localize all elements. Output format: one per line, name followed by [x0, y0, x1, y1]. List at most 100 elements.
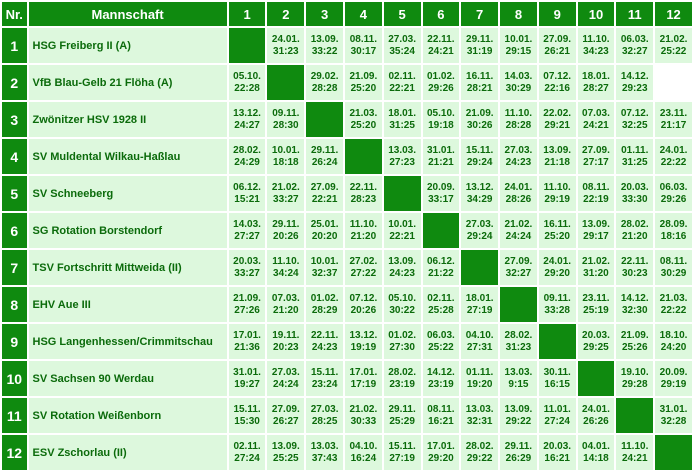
match-cell: 13.03. 9:15 — [500, 361, 537, 396]
match-date: 01.02. — [388, 329, 417, 341]
team-name: HSG Freiberg II (A) — [28, 28, 227, 63]
match-score: 26:26 — [583, 415, 609, 427]
match-date: 22.11. — [349, 181, 377, 193]
row-number: 4 — [2, 139, 27, 174]
match-score: 24:29 — [234, 156, 260, 168]
match-date: 21.03. — [659, 292, 688, 304]
match-score: 21:20 — [350, 230, 377, 242]
match-cell: 05.10. 22:28 — [228, 65, 266, 100]
match-cell: 01.11. 31:25 — [616, 139, 654, 174]
match-score: 24:21 — [583, 119, 609, 131]
match-score: 16:24 — [350, 452, 377, 464]
match-date: 13.09. — [310, 33, 339, 45]
table-row: 11 SV Rotation Weißenborn 15.11. 15:30 27.09… — [2, 398, 692, 433]
match-score: 15:21 — [234, 193, 260, 205]
match-cell: 07.03. 21:20 — [267, 287, 305, 322]
match-date: 04.10. — [349, 440, 378, 452]
match-date: 06.12. — [426, 255, 455, 267]
match-cell: 21.03. 25:20 — [344, 102, 382, 137]
match-score: 30:26 — [466, 119, 493, 131]
match-date: 29.11. — [272, 218, 300, 230]
match-cell: 21.02. 33:27 — [267, 176, 305, 211]
match-date: 11.10. — [504, 107, 533, 119]
match-cell: 21.09. 30:26 — [461, 102, 499, 137]
match-cell: 18.01. 31:25 — [383, 102, 421, 137]
match-cell: 10.01. 22:21 — [383, 213, 421, 248]
match-score: 34:24 — [273, 267, 299, 279]
match-date: 15.11. — [310, 366, 339, 378]
table-row: 4 SV Muldental Wilkau-Haßlau 28.02. 24:29 10… — [2, 139, 692, 174]
match-score: 33:28 — [544, 304, 570, 316]
match-cell: 04.01. 14:18 — [577, 435, 615, 470]
match-score: 16:15 — [544, 378, 570, 390]
match-cell: 20.09. 29:19 — [655, 361, 692, 396]
self-match-cell — [461, 250, 499, 285]
match-date: 13.03. — [310, 440, 339, 452]
match-cell: 24.01. 26:26 — [577, 398, 615, 433]
header-col-8: 8 — [500, 2, 537, 26]
team-name: SV Schneeberg — [28, 176, 227, 211]
match-cell: 27.03. 24:23 — [500, 139, 537, 174]
match-date: 28.02. — [620, 218, 649, 230]
match-date: 06.03. — [426, 329, 455, 341]
match-date: 11.01. — [543, 403, 571, 415]
match-date: 13.12. — [465, 181, 494, 193]
match-date: 13.09. — [582, 218, 610, 230]
match-cell: 05.10. 30:22 — [383, 287, 421, 322]
table-row: 2 VfB Blau-Gelb 21 Flöha (A) 05.10. 22:28 29… — [2, 65, 692, 100]
match-score: 23:19 — [389, 378, 415, 390]
match-score: 25:26 — [621, 341, 648, 353]
match-cell: 09.11. 33:28 — [538, 287, 576, 322]
match-score: 31:19 — [466, 45, 493, 57]
match-score: 20:26 — [350, 304, 377, 316]
match-date: 05.10. — [233, 70, 261, 82]
match-cell: 11.10. 21:20 — [344, 213, 382, 248]
match-cell: 06.03. 32:27 — [616, 28, 654, 63]
match-score: 33:27 — [234, 267, 260, 279]
match-date: 13.03. — [465, 403, 494, 415]
header-col-11: 11 — [616, 2, 654, 26]
match-score: 22:19 — [583, 193, 609, 205]
match-cell: 29.11. 26:24 — [306, 139, 343, 174]
match-score: 24:24 — [505, 230, 532, 242]
match-score: 19:27 — [234, 378, 260, 390]
match-cell: 13.09. 24:23 — [383, 250, 421, 285]
match-date: 28.02. — [233, 144, 261, 156]
match-date: 04.10. — [465, 329, 494, 341]
row-number: 2 — [2, 65, 27, 100]
row-number: 7 — [2, 250, 27, 285]
match-date: 18.01. — [388, 107, 417, 119]
match-cell: 27.03. 24:24 — [267, 361, 305, 396]
match-date: 10.01. — [504, 33, 533, 45]
match-score: 27:26 — [234, 304, 260, 316]
match-date: 08.11. — [427, 403, 455, 415]
match-cell: 27.09. 27:17 — [577, 139, 615, 174]
match-cell: 31.01. 19:27 — [228, 361, 266, 396]
match-score: 29:28 — [621, 378, 648, 390]
match-date: 22.02. — [543, 107, 572, 119]
row-number: 6 — [2, 213, 27, 248]
match-score: 31:25 — [621, 156, 648, 168]
match-cell: 13.03. 37:43 — [306, 435, 343, 470]
match-cell: 20.03. 16:21 — [538, 435, 576, 470]
match-score: 18:18 — [273, 156, 299, 168]
match-date: 21.02. — [659, 33, 688, 45]
match-date: 27.09. — [543, 33, 572, 45]
row-number: 1 — [2, 28, 27, 63]
match-score: 30:29 — [660, 267, 687, 279]
match-date: 19.11. — [272, 329, 300, 341]
team-name: Zwönitzer HSV 1928 II — [28, 102, 227, 137]
match-date: 01.02. — [426, 70, 455, 82]
match-score: 29:26 — [428, 82, 454, 94]
match-date: 20.09. — [426, 181, 455, 193]
match-score: 24:21 — [428, 45, 454, 57]
match-score: 24:27 — [234, 119, 260, 131]
match-date: 13.03. — [504, 366, 533, 378]
match-cell: 29.11. 25:29 — [383, 398, 421, 433]
match-cell: 24.01. 22:22 — [655, 139, 692, 174]
match-cell: 13.09. 33:22 — [306, 28, 343, 63]
match-date: 05.10. — [426, 107, 455, 119]
match-score: 15:30 — [234, 415, 260, 427]
match-date: 01.11. — [466, 366, 494, 378]
